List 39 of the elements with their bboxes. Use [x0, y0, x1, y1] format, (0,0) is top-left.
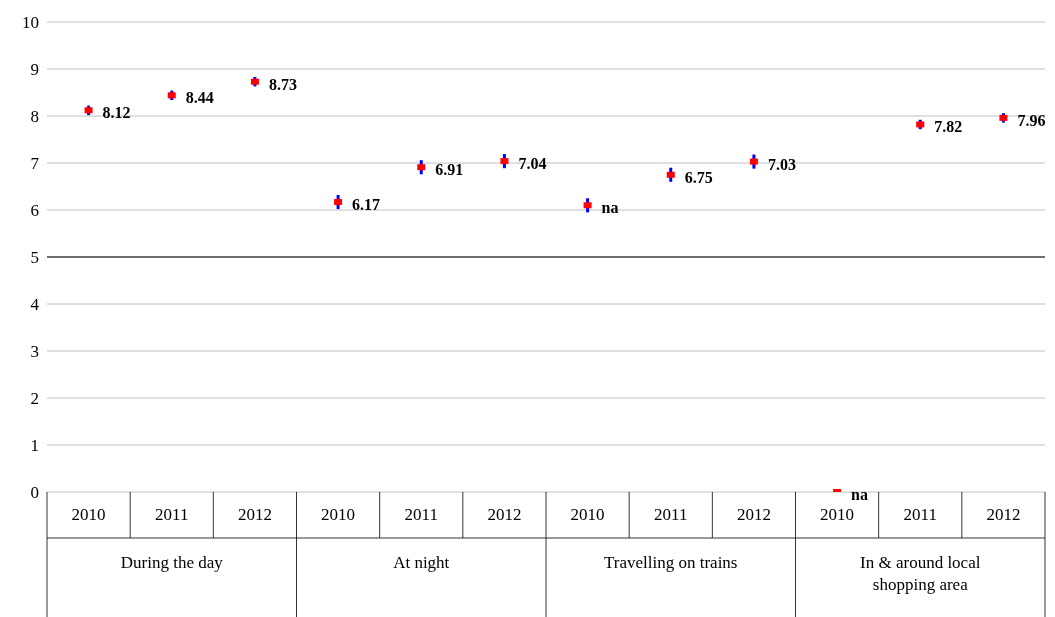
data-label: 8.73 [268, 75, 297, 93]
data-label: 7.96 [1017, 111, 1046, 129]
data-label: na [601, 199, 619, 217]
data-label: 6.75 [684, 168, 713, 186]
y-tick-label: 2 [30, 389, 39, 409]
x-tick-label: 2012 [986, 505, 1021, 524]
text: At night [393, 553, 450, 572]
y-tick-label: 6 [30, 201, 39, 221]
y-tick-label: 3 [30, 342, 39, 362]
y-tick-label: 10 [22, 13, 39, 33]
x-tick-label: 2012 [487, 505, 522, 524]
data-label: na [851, 486, 868, 503]
y-tick-label: 5 [30, 248, 39, 268]
data-label: 8.12 [102, 104, 131, 122]
x-tick-label: 2011 [155, 505, 189, 524]
y-tick-label: 4 [30, 295, 40, 315]
data-label: 7.82 [934, 118, 963, 136]
y-tick-label: 7 [30, 154, 40, 174]
x-tick-label: 2010 [570, 505, 605, 524]
x-tick-label: 2010 [820, 505, 855, 524]
x-tick-label: 2011 [903, 505, 937, 524]
data-label: 8.44 [185, 89, 214, 107]
text: Travelling on trains [604, 553, 738, 572]
x-tick-label: 2011 [654, 505, 688, 524]
data-label: 6.91 [435, 161, 464, 179]
data-label: 7.04 [518, 155, 547, 173]
x-tick-label: 2011 [404, 505, 438, 524]
data-label: 6.17 [352, 196, 381, 214]
x-tick-label: 2010 [71, 505, 106, 524]
text: In & around local shopping area [860, 553, 981, 594]
y-tick-label: 0 [30, 483, 39, 503]
x-tick-label: 2012 [736, 505, 771, 524]
x-tick-label: 2010 [321, 505, 356, 524]
y-tick-label: 8 [30, 107, 39, 127]
text: During the day [120, 553, 224, 572]
x-tick-label: 2012 [237, 505, 272, 524]
y-tick-label: 1 [30, 436, 39, 456]
y-tick-label: 9 [30, 60, 39, 80]
data-label: 7.03 [767, 155, 796, 173]
